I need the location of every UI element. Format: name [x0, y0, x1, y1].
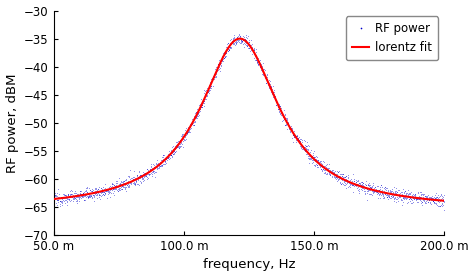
lorentz fit: [218, 61, 223, 64]
lorentz fit: [201, 99, 206, 102]
RF power: [237, 32, 242, 35]
lorentz fit: [441, 199, 447, 202]
Legend: RF power, lorentz fit: RF power, lorentz fit: [346, 16, 438, 60]
lorentz fit: [118, 184, 124, 187]
lorentz fit: [434, 198, 439, 202]
Line: RF power: RF power: [53, 33, 445, 211]
lorentz fit: [392, 193, 397, 196]
RF power: [241, 35, 246, 39]
RF power: [358, 181, 364, 184]
X-axis label: frequency, Hz: frequency, Hz: [203, 258, 295, 271]
RF power: [71, 195, 76, 198]
lorentz fit: [51, 198, 56, 201]
lorentz fit: [237, 37, 243, 40]
RF power: [430, 197, 436, 200]
Line: lorentz fit: lorentz fit: [54, 39, 444, 201]
RF power: [51, 198, 56, 201]
RF power: [441, 209, 447, 212]
RF power: [230, 42, 236, 45]
Y-axis label: RF power, dBM: RF power, dBM: [6, 73, 18, 173]
RF power: [430, 199, 436, 203]
lorentz fit: [95, 190, 101, 194]
RF power: [441, 193, 447, 196]
